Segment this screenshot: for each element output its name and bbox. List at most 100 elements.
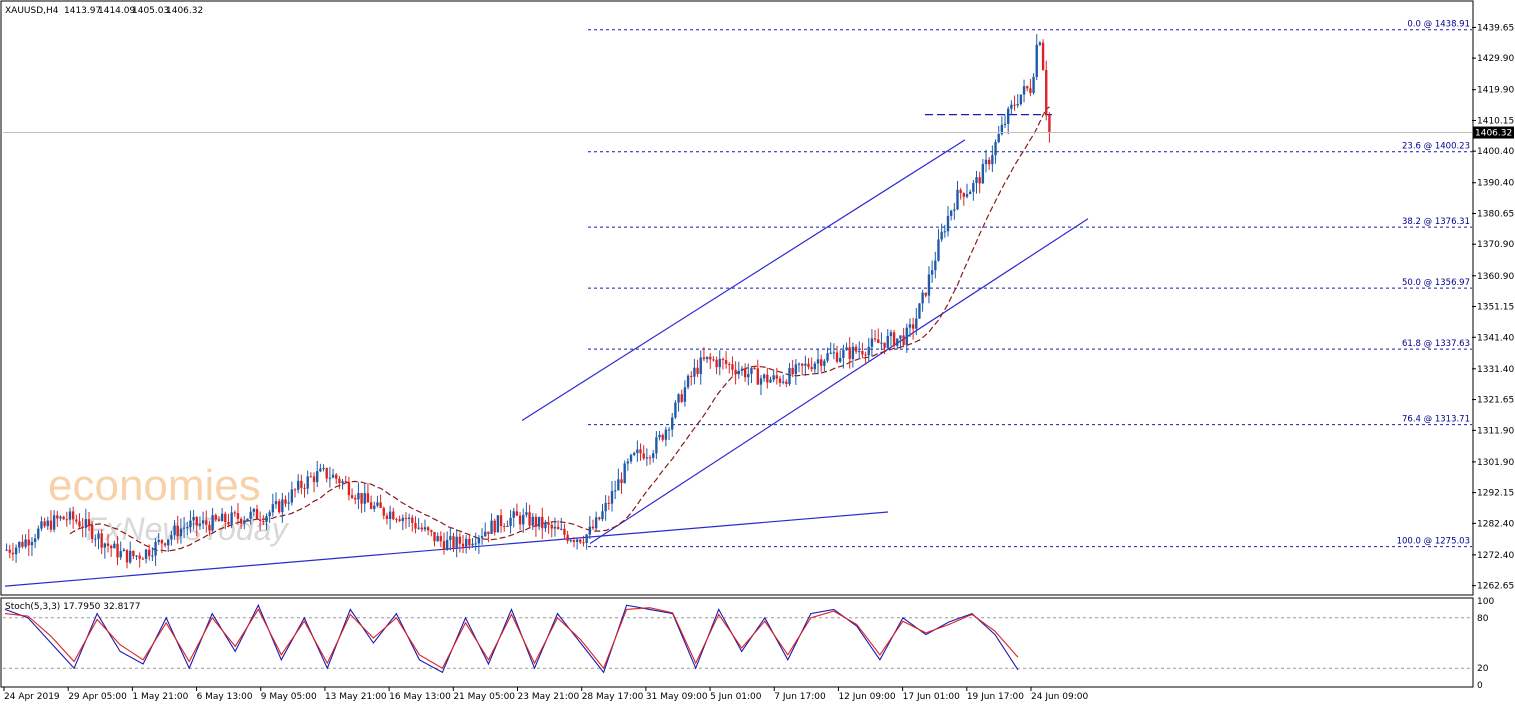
candle-body — [344, 481, 347, 483]
candle-body — [43, 521, 46, 527]
candle-body — [148, 549, 151, 557]
candle-body — [873, 338, 877, 340]
candle-body — [937, 239, 940, 261]
candle-body — [975, 177, 978, 184]
candle-body — [395, 519, 398, 521]
candle-body — [858, 351, 861, 353]
candle-body — [404, 517, 408, 519]
candle-body — [274, 501, 278, 505]
candle-body — [620, 479, 623, 484]
candle-body — [224, 513, 227, 523]
fib-level-label: 23.6 @ 1400.23 — [1402, 142, 1470, 152]
candle-body — [1045, 70, 1048, 115]
candle-body — [1041, 42, 1045, 71]
price-tick-label: 1292.15 — [1477, 489, 1514, 499]
candle-body — [531, 516, 534, 526]
candle-body — [788, 367, 791, 385]
stoch-tick-label: 80 — [1477, 614, 1489, 624]
candle-body — [981, 164, 985, 184]
candle-body — [667, 429, 671, 431]
candle-body — [972, 183, 975, 192]
symbol-label: XAUUSD,H4 — [5, 6, 59, 16]
candle-body — [908, 324, 912, 328]
candle-body — [664, 429, 668, 440]
candle-body — [465, 538, 468, 547]
candle-body — [905, 327, 908, 345]
candle-body — [560, 528, 563, 530]
candle-body — [319, 468, 322, 472]
candle-body — [721, 358, 725, 361]
candle-body — [103, 543, 107, 548]
candle-body — [316, 471, 319, 483]
candle-body — [870, 338, 874, 347]
candle-body — [877, 339, 880, 343]
candle-body — [623, 463, 626, 484]
time-tick-label: 12 Jun 09:00 — [838, 692, 895, 702]
candle-body — [743, 368, 747, 378]
candle-body — [566, 534, 569, 541]
candle-body — [1022, 86, 1026, 95]
fib-level-label: 76.4 @ 1313.71 — [1402, 415, 1470, 425]
candle-body — [547, 522, 550, 525]
low-value: 1405.03 — [132, 6, 169, 16]
candle-body — [934, 260, 937, 271]
candle-body — [122, 549, 126, 552]
candle-body — [312, 476, 316, 483]
candle-body — [290, 489, 294, 503]
candle-body — [807, 363, 810, 368]
candle-body — [116, 543, 119, 558]
candle-body — [8, 549, 11, 553]
stoch-tick-label: 20 — [1477, 664, 1489, 674]
candle-body — [144, 549, 148, 559]
candle-body — [138, 555, 141, 559]
candle-body — [357, 493, 360, 500]
price-tick-label: 1410.15 — [1477, 116, 1514, 126]
candle-body — [325, 468, 328, 479]
price-tick-label: 1262.65 — [1477, 582, 1514, 592]
candle-body — [331, 474, 335, 478]
candle-body — [785, 381, 788, 385]
candle-body — [214, 515, 217, 520]
candle-body — [449, 536, 452, 540]
candle-body — [575, 539, 579, 542]
time-axis: 24 Apr 2019 29 Apr 05:00 1 May 21:00 6 May … — [3, 687, 1088, 702]
time-tick-label: 24 Jun 09:00 — [1031, 692, 1088, 702]
candle-body — [135, 555, 138, 557]
candle-body — [335, 474, 338, 479]
candle-body — [106, 543, 110, 546]
candle-body — [417, 527, 420, 529]
candle-body — [949, 210, 953, 216]
candle-body — [693, 367, 696, 377]
candle-body — [778, 378, 782, 383]
fibonacci-retracement[interactable]: 0.0 @ 1438.91 23.6 @ 1400.23 38.2 @ 1376.3… — [588, 20, 1472, 548]
candle-body — [458, 536, 462, 544]
price-tick-label: 1351.15 — [1477, 303, 1514, 313]
watermark: economies FxNewsToday — [48, 461, 290, 547]
candle-body — [861, 351, 864, 355]
candle-body — [167, 539, 170, 546]
candle-body — [845, 347, 848, 351]
candle-body — [227, 522, 230, 524]
candle-body — [645, 457, 649, 459]
candle-body — [230, 512, 233, 524]
candle-body — [68, 511, 72, 520]
candle-body — [639, 449, 642, 454]
candle-body — [198, 523, 202, 526]
candle-body — [613, 490, 617, 492]
candle-body — [246, 518, 249, 521]
candle-body — [677, 394, 680, 403]
candle-body — [5, 549, 8, 551]
candle-body — [534, 516, 538, 527]
candle-body — [756, 368, 759, 385]
watermark-fxnewstoday: FxNewsToday — [86, 511, 290, 547]
candle-body — [988, 159, 991, 165]
candle-body — [563, 528, 566, 535]
candle-body — [1016, 103, 1019, 106]
candle-body — [1032, 76, 1035, 93]
candle-body — [141, 558, 145, 560]
candle-body — [211, 515, 214, 531]
candle-body — [791, 367, 794, 375]
stoch-tick-label: 100 — [1477, 597, 1494, 607]
candle-body — [683, 387, 687, 402]
